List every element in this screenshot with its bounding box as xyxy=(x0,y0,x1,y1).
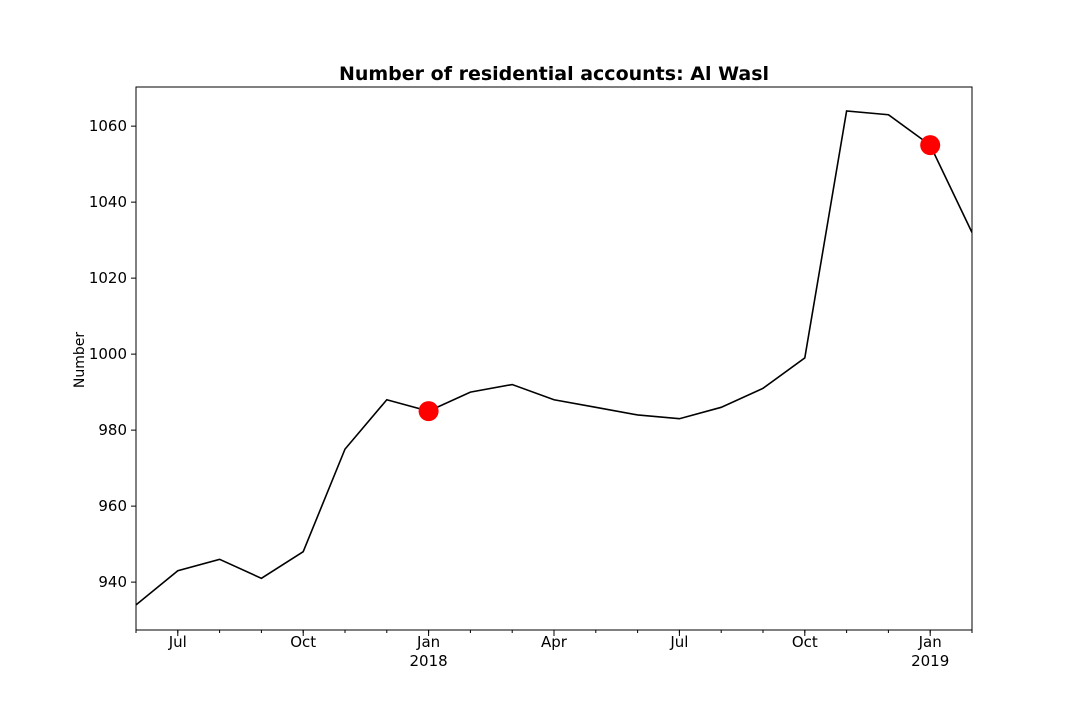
x-tick-label: Jan 2019 xyxy=(911,633,949,670)
marker xyxy=(418,401,439,422)
x-tick-label: Apr xyxy=(541,633,568,651)
y-tick-label: 980 xyxy=(98,421,127,439)
y-tick-label: 1060 xyxy=(89,117,127,135)
x-tick-label: Oct xyxy=(290,633,316,651)
y-tick-label: 1000 xyxy=(89,345,127,363)
line xyxy=(136,110,972,606)
x-tick-label: Oct xyxy=(792,633,818,651)
plot-frame xyxy=(135,86,973,631)
y-axis-label: Number xyxy=(72,332,88,388)
y-tick-label: 1040 xyxy=(89,193,127,211)
y-tick-label: 1020 xyxy=(89,269,127,287)
y-tick-label: 940 xyxy=(98,573,127,591)
chart-title: Number of residential accounts: Al Wasl xyxy=(339,63,769,85)
x-tick-label: Jul xyxy=(168,633,187,651)
x-tick-label: Jan 2018 xyxy=(410,633,448,670)
y-tick-label: 960 xyxy=(98,497,127,515)
marker xyxy=(920,135,941,156)
x-tick-label: Jul xyxy=(669,633,688,651)
